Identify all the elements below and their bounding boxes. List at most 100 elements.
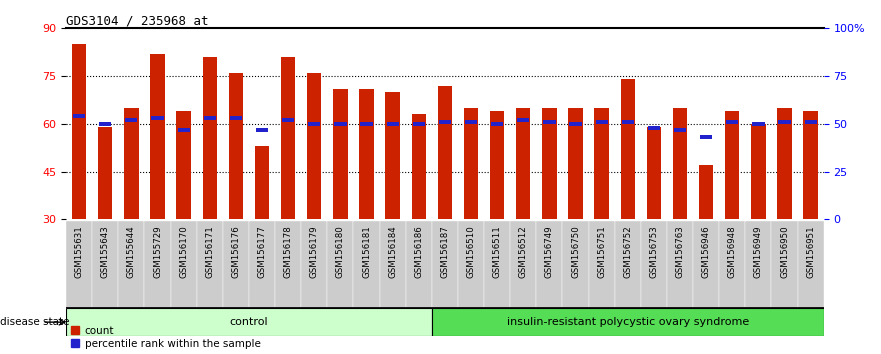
Bar [491,122,503,126]
Bar [125,118,137,122]
Text: GSM156949: GSM156949 [754,225,763,278]
Bar [359,89,374,219]
Bar [622,120,634,124]
Bar [196,221,223,308]
Text: GSM156946: GSM156946 [701,225,711,278]
Bar [725,111,739,219]
Bar [803,111,818,219]
Bar [307,73,322,219]
Bar [595,108,609,219]
Text: GSM156763: GSM156763 [676,225,685,278]
Bar [568,108,582,219]
Bar [726,120,738,124]
Bar [353,221,380,308]
Legend: count, percentile rank within the sample: count, percentile rank within the sample [71,326,261,349]
Text: GSM156749: GSM156749 [545,225,554,278]
Bar [640,221,667,308]
Text: GSM155729: GSM155729 [153,225,162,278]
Bar [386,92,400,219]
Bar [804,120,817,124]
Bar [517,118,529,122]
Bar [544,120,556,124]
Bar [797,221,824,308]
Text: GSM155643: GSM155643 [100,225,110,278]
Bar [282,118,294,122]
Text: GSM156950: GSM156950 [780,225,789,278]
Bar [333,89,348,219]
Text: GSM156170: GSM156170 [179,225,189,278]
Bar [380,221,406,308]
Bar [779,120,790,124]
Bar [490,111,504,219]
Text: GSM156178: GSM156178 [284,225,292,278]
Bar [151,54,165,219]
Bar [463,108,478,219]
Text: GSM155644: GSM155644 [127,225,136,278]
Bar [700,135,712,139]
Bar [562,221,589,308]
Bar [118,221,144,308]
Bar [751,124,766,219]
Bar [223,221,249,308]
Bar [249,221,275,308]
Text: disease state: disease state [0,317,70,327]
Bar [537,221,562,308]
Bar [673,108,687,219]
Text: GSM155631: GSM155631 [75,225,84,278]
Bar [432,308,824,336]
Text: GSM156179: GSM156179 [310,225,319,278]
Text: GSM156184: GSM156184 [389,225,397,278]
Bar [412,122,425,126]
Text: GSM156511: GSM156511 [492,225,501,278]
Bar [777,108,792,219]
Bar [281,57,295,219]
Bar [66,221,93,308]
Bar [516,108,530,219]
Bar [589,221,615,308]
Bar [255,128,268,132]
Bar [615,221,640,308]
Bar [411,114,426,219]
Bar [301,221,328,308]
Bar [171,221,196,308]
Text: control: control [230,317,269,327]
Text: GSM156751: GSM156751 [597,225,606,278]
Bar [745,221,772,308]
Text: GSM156176: GSM156176 [232,225,241,278]
Text: GSM156951: GSM156951 [806,225,815,278]
Bar [438,86,452,219]
Bar [620,79,635,219]
Bar [176,111,191,219]
Bar [387,122,399,126]
Bar [308,122,321,126]
Bar [66,308,432,336]
Bar [72,44,86,219]
Bar [699,165,714,219]
Bar [100,122,111,126]
Bar [255,146,270,219]
Bar [772,221,797,308]
Bar [230,116,242,120]
Bar [229,73,243,219]
Text: GSM156512: GSM156512 [519,225,528,278]
Bar [406,221,432,308]
Bar [569,122,581,126]
Text: GSM156171: GSM156171 [205,225,214,278]
Bar [275,221,301,308]
Bar [596,120,608,124]
Bar [648,126,660,130]
Text: GSM156752: GSM156752 [623,225,633,278]
Bar [204,116,216,120]
Bar [432,221,458,308]
Text: GSM156948: GSM156948 [728,225,737,278]
Bar [178,128,189,132]
Bar [203,57,217,219]
Bar [647,127,661,219]
Text: GSM156750: GSM156750 [571,225,580,278]
Bar [752,122,765,126]
Bar [334,122,346,126]
Bar [93,221,118,308]
Bar [144,221,171,308]
Text: GDS3104 / 235968_at: GDS3104 / 235968_at [66,14,209,27]
Text: GSM156186: GSM156186 [414,225,423,278]
